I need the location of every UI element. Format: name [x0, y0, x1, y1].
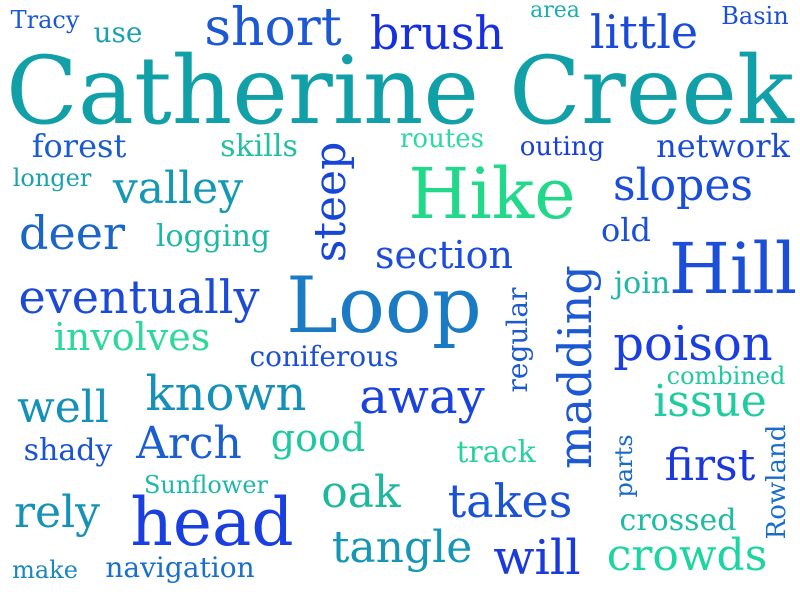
cloud-word: make: [12, 556, 78, 584]
cloud-word: routes: [399, 124, 485, 154]
cloud-word: takes: [447, 474, 573, 528]
cloud-word: tangle: [331, 522, 473, 573]
cloud-word: head: [130, 484, 294, 561]
cloud-word: Tracy: [10, 6, 80, 34]
cloud-word: crossed: [619, 503, 737, 538]
cloud-word: first: [664, 440, 756, 491]
cloud-word: parts: [610, 434, 638, 498]
cloud-word: forest: [31, 127, 127, 165]
cloud-word: Basin: [721, 2, 789, 30]
cloud-word: outing: [519, 132, 605, 162]
cloud-word: oak: [321, 467, 401, 518]
cloud-word: longer: [12, 164, 92, 192]
cloud-word: combined: [666, 362, 786, 390]
cloud-word: valley: [112, 163, 244, 214]
cloud-word: Hill: [668, 228, 798, 310]
cloud-word: involves: [53, 315, 211, 359]
cloud-word: track: [456, 435, 536, 470]
cloud-word: Hike: [408, 153, 576, 235]
cloud-word: crowds: [606, 530, 768, 581]
cloud-word: brush: [369, 6, 505, 60]
cloud-word: good: [270, 416, 366, 460]
cloud-word: steep: [305, 141, 356, 263]
cloud-word: short: [204, 0, 342, 58]
cloud-word: old: [601, 211, 651, 249]
cloud-word: issue: [653, 376, 767, 427]
cloud-word: network: [656, 127, 790, 165]
cloud-word: Rowland: [762, 424, 792, 540]
cloud-word: regular: [501, 287, 534, 393]
cloud-word: deer: [19, 206, 125, 260]
cloud-word: will: [493, 530, 581, 586]
cloud-word: Arch: [136, 418, 242, 469]
cloud-word: madding: [548, 265, 602, 469]
cloud-word: coniferous: [249, 340, 399, 373]
cloud-word: known: [145, 366, 307, 422]
cloud-word: use: [93, 16, 143, 49]
cloud-word: slopes: [613, 160, 753, 211]
cloud-word: skills: [220, 129, 298, 164]
cloud-word: away: [359, 369, 485, 425]
cloud-word: section: [374, 233, 514, 277]
cloud-word: shady: [23, 433, 113, 468]
cloud-word: eventually: [18, 270, 260, 324]
cloud-word: rely: [13, 487, 101, 538]
cloud-word: Loop: [286, 261, 482, 351]
cloud-word: Sunflower: [143, 471, 269, 499]
cloud-word: well: [17, 382, 109, 433]
cloud-word: poison: [613, 316, 773, 372]
cloud-word: Catherine Creek: [5, 37, 795, 146]
cloud-word: logging: [155, 219, 271, 254]
cloud-word: navigation: [105, 551, 255, 584]
cloud-word: area: [530, 0, 580, 23]
cloud-word: join: [613, 266, 671, 301]
cloud-word: little: [589, 5, 699, 59]
